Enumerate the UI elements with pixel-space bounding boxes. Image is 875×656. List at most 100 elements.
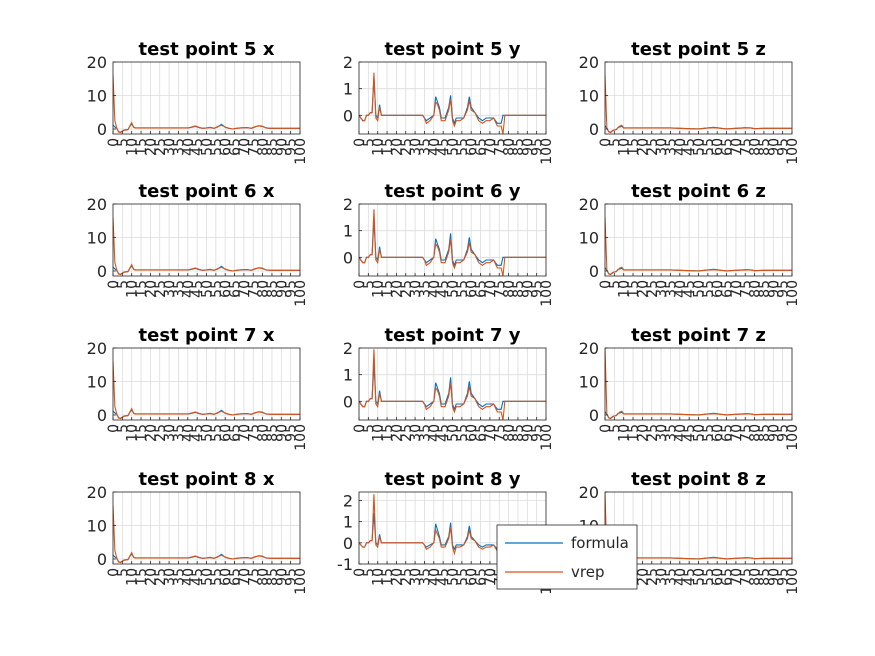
subplot-title: test point 7 z — [631, 325, 766, 346]
x-tick-label: 40 — [673, 280, 689, 298]
x-tick-label: 10 — [371, 138, 387, 156]
x-tick-label: 10 — [125, 280, 141, 298]
subplot-test-point-7-x: 0102005101520253035404550556065707580859… — [87, 325, 309, 451]
x-tick-label: 75 — [738, 138, 754, 156]
y-tick-label: 20 — [87, 339, 107, 358]
x-tick-label: 50 — [446, 424, 462, 442]
series-line-vrep — [359, 494, 546, 560]
x-tick-label: 15 — [134, 138, 150, 156]
y-tick-label: 2 — [343, 491, 353, 510]
x-tick-label: 35 — [417, 138, 433, 156]
x-tick-label: 0 — [106, 138, 122, 147]
subplot-title: test point 6 x — [139, 181, 275, 202]
x-tick-label: 40 — [181, 568, 197, 586]
x-tick-label: 30 — [162, 568, 178, 586]
x-tick-label: 0 — [352, 138, 368, 147]
x-tick-label: 70 — [729, 280, 745, 298]
x-tick-label: 25 — [153, 568, 169, 586]
subplot-test-point-8-x: 0102005101520253035404550556065707580859… — [87, 469, 309, 595]
x-tick-label: 30 — [408, 138, 424, 156]
x-tick-label: 5 — [361, 568, 377, 577]
x-tick-label: 50 — [692, 424, 708, 442]
x-tick-label: 95 — [284, 138, 300, 156]
x-tick-label: 5 — [115, 568, 131, 577]
x-tick-label: 10 — [617, 424, 633, 442]
x-tick-label: 20 — [389, 280, 405, 298]
x-tick-label: 85 — [757, 280, 773, 298]
x-tick-label: 50 — [200, 138, 216, 156]
x-tick-label: 70 — [729, 568, 745, 586]
y-tick-label: -1 — [337, 555, 353, 574]
subplot-title: test point 8 y — [384, 469, 520, 490]
subplot-test-point-5-x: 0102005101520253035404550556065707580859… — [87, 39, 309, 165]
x-tick-label: 60 — [710, 280, 726, 298]
x-tick-label: 60 — [218, 568, 234, 586]
x-tick-label: 60 — [218, 280, 234, 298]
x-tick-label: 30 — [408, 424, 424, 442]
x-tick-label: 50 — [692, 138, 708, 156]
legend: formula vrep — [496, 524, 638, 590]
x-tick-label: 75 — [738, 280, 754, 298]
y-tick-label: 1 — [343, 513, 353, 532]
x-tick-label: 90 — [766, 280, 782, 298]
x-tick-label: 50 — [692, 280, 708, 298]
subplot-title: test point 5 x — [139, 39, 275, 60]
x-tick-label: 5 — [607, 280, 623, 289]
x-tick-label: 10 — [371, 568, 387, 586]
x-tick-label: 60 — [464, 568, 480, 586]
x-tick-label: 50 — [200, 424, 216, 442]
subplot-title: test point 6 y — [384, 181, 520, 202]
x-tick-label: 5 — [115, 280, 131, 289]
x-tick-label: 65 — [228, 280, 244, 298]
y-tick-label: 2 — [343, 195, 353, 214]
x-tick-label: 25 — [645, 138, 661, 156]
x-tick-label: 80 — [256, 138, 272, 156]
subplot-test-point-6-x: 0102005101520253035404550556065707580859… — [87, 181, 309, 307]
x-tick-label: 45 — [436, 568, 452, 586]
y-tick-label: 20 — [579, 195, 599, 214]
x-tick-label: 95 — [530, 424, 546, 442]
x-tick-label: 75 — [246, 280, 262, 298]
series-line-vrep — [605, 348, 792, 420]
y-tick-label: 20 — [87, 483, 107, 502]
x-tick-label: 5 — [361, 280, 377, 289]
series-line-vrep — [113, 505, 300, 564]
series-line-vrep — [605, 217, 792, 276]
y-tick-label: 2 — [343, 339, 353, 358]
x-tick-label: 35 — [417, 568, 433, 586]
x-tick-label: 70 — [483, 568, 499, 586]
y-tick-label: 0 — [343, 248, 353, 267]
x-tick-label: 80 — [256, 424, 272, 442]
y-tick-label: 20 — [579, 53, 599, 72]
x-tick-label: 90 — [766, 424, 782, 442]
y-tick-label: 10 — [87, 228, 107, 247]
x-tick-label: 35 — [417, 424, 433, 442]
x-tick-label: 95 — [284, 424, 300, 442]
x-tick-label: 35 — [171, 138, 187, 156]
x-tick-label: 55 — [209, 280, 225, 298]
x-tick-label: 100 — [293, 568, 309, 595]
x-tick-label: 80 — [502, 280, 518, 298]
x-tick-label: 65 — [720, 424, 736, 442]
x-tick-label: 35 — [171, 424, 187, 442]
x-tick-label: 70 — [483, 424, 499, 442]
x-tick-label: 5 — [361, 138, 377, 147]
x-tick-label: 15 — [626, 280, 642, 298]
x-tick-label: 90 — [274, 568, 290, 586]
x-tick-label: 90 — [766, 138, 782, 156]
x-tick-label: 65 — [474, 568, 490, 586]
subplot-test-point-6-y: 0120510152025303540455055606570758085909… — [343, 181, 555, 307]
y-tick-label: 2 — [343, 53, 353, 72]
series-line-vrep — [113, 217, 300, 276]
x-tick-label: 35 — [171, 280, 187, 298]
x-tick-label: 40 — [181, 424, 197, 442]
x-tick-label: 90 — [520, 138, 536, 156]
subplot-title: test point 8 x — [139, 469, 275, 490]
x-tick-label: 30 — [654, 568, 670, 586]
x-tick-label: 10 — [371, 424, 387, 442]
x-tick-label: 45 — [190, 280, 206, 298]
x-tick-label: 80 — [748, 280, 764, 298]
x-tick-label: 80 — [502, 138, 518, 156]
subplot-title: test point 7 y — [384, 325, 520, 346]
